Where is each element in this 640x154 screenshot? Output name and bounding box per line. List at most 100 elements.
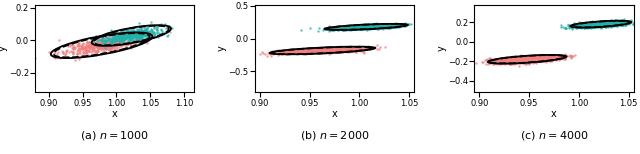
Point: [525, 56, 536, 58]
Point: [88, 39, 99, 42]
Point: [519, 60, 529, 62]
Point: [603, 22, 613, 24]
Point: [586, 22, 596, 24]
Point: [584, 23, 594, 25]
Point: [287, 49, 297, 52]
Point: [613, 22, 623, 24]
Point: [612, 24, 623, 26]
Point: [516, 59, 526, 61]
Point: [360, 25, 370, 28]
Point: [532, 58, 542, 61]
Point: [537, 56, 547, 58]
Point: [616, 22, 627, 24]
Point: [335, 47, 346, 50]
Point: [603, 23, 613, 26]
Point: [605, 22, 615, 24]
Point: [327, 28, 337, 31]
Point: [52, 51, 63, 53]
Point: [351, 26, 361, 28]
Point: [366, 26, 376, 29]
Point: [525, 56, 536, 58]
Point: [100, 39, 111, 42]
Point: [316, 50, 326, 52]
Point: [489, 59, 499, 61]
Point: [344, 47, 355, 49]
Point: [376, 23, 387, 25]
Point: [297, 51, 307, 53]
Point: [598, 22, 608, 24]
Point: [519, 58, 529, 61]
Point: [343, 25, 353, 28]
Point: [573, 23, 584, 26]
Point: [104, 38, 115, 40]
Point: [119, 33, 129, 36]
Point: [531, 57, 541, 60]
Point: [143, 26, 153, 28]
Point: [116, 28, 126, 31]
Point: [100, 44, 110, 46]
Point: [579, 25, 589, 28]
Point: [600, 22, 610, 25]
Point: [118, 43, 128, 45]
Point: [618, 22, 628, 24]
Point: [538, 58, 548, 60]
Point: [507, 58, 517, 61]
Point: [134, 35, 145, 38]
Point: [113, 36, 123, 39]
Point: [560, 56, 570, 59]
Point: [79, 55, 89, 57]
Point: [578, 24, 588, 26]
Point: [292, 49, 302, 51]
Point: [86, 38, 96, 40]
Point: [372, 25, 382, 28]
Point: [368, 26, 378, 28]
Point: [599, 24, 609, 26]
Point: [530, 57, 540, 60]
Point: [601, 22, 611, 24]
Point: [582, 24, 593, 27]
Point: [365, 25, 376, 27]
Point: [583, 24, 593, 26]
Point: [362, 47, 372, 50]
Point: [289, 49, 300, 51]
Point: [590, 25, 600, 28]
Point: [522, 57, 532, 59]
Point: [98, 39, 108, 42]
Point: [597, 23, 607, 25]
Point: [393, 25, 403, 27]
Point: [500, 57, 510, 60]
Point: [516, 58, 526, 61]
Point: [349, 47, 359, 50]
Point: [502, 59, 513, 62]
Point: [612, 22, 623, 24]
Point: [356, 26, 366, 29]
Point: [90, 37, 100, 40]
Point: [580, 23, 591, 26]
Point: [144, 31, 154, 34]
Point: [353, 25, 364, 28]
Point: [606, 23, 616, 25]
Point: [516, 56, 527, 59]
Point: [508, 58, 518, 61]
Point: [333, 46, 344, 49]
Point: [515, 61, 525, 63]
Point: [519, 58, 529, 60]
Point: [361, 27, 371, 29]
Point: [279, 51, 289, 53]
Point: [586, 23, 596, 26]
Point: [88, 42, 98, 44]
Point: [598, 24, 608, 26]
Point: [594, 23, 604, 26]
Point: [587, 22, 597, 24]
Point: [545, 57, 556, 60]
Point: [356, 27, 367, 30]
Point: [360, 26, 370, 28]
Point: [506, 63, 516, 65]
Point: [337, 27, 347, 29]
Point: [605, 22, 616, 24]
Point: [514, 60, 524, 62]
Point: [339, 27, 349, 29]
Point: [510, 55, 520, 58]
Point: [544, 54, 554, 57]
Point: [337, 48, 347, 51]
